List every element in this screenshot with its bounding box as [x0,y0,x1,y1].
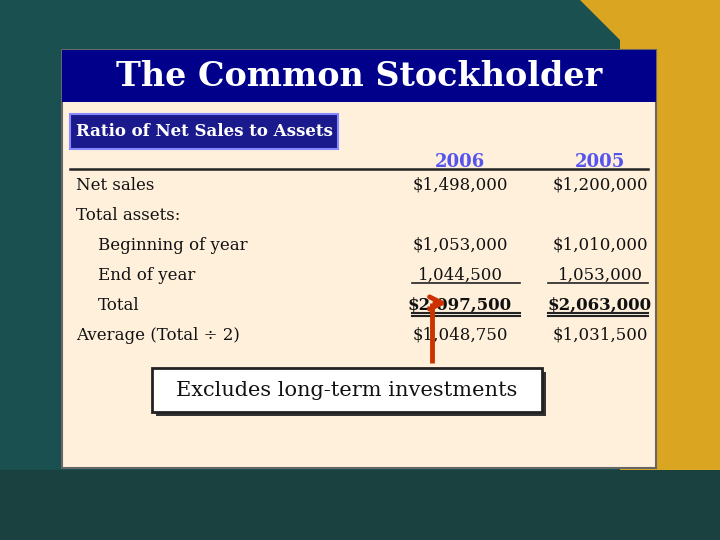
Text: $2,097,500: $2,097,500 [408,297,512,314]
Text: Excludes long-term investments: Excludes long-term investments [176,381,518,400]
FancyBboxPatch shape [152,368,542,412]
Text: $1,498,000: $1,498,000 [413,177,508,194]
Text: Average (Total ÷ 2): Average (Total ÷ 2) [76,327,240,344]
FancyBboxPatch shape [0,470,720,540]
Text: Total: Total [98,297,140,314]
Text: 2006: 2006 [435,153,485,171]
FancyBboxPatch shape [70,114,338,149]
Text: Total assets:: Total assets: [76,207,181,224]
Text: 2005: 2005 [575,153,625,171]
FancyBboxPatch shape [62,50,656,102]
Text: 1,044,500: 1,044,500 [418,267,503,284]
Text: $2,063,000: $2,063,000 [548,297,652,314]
Text: $1,048,750: $1,048,750 [413,327,508,344]
Polygon shape [620,0,720,540]
FancyBboxPatch shape [62,50,656,468]
Text: 1,053,000: 1,053,000 [557,267,642,284]
Polygon shape [580,0,720,140]
Text: The Common Stockholder: The Common Stockholder [116,59,602,92]
Text: $1,010,000: $1,010,000 [552,237,648,254]
FancyBboxPatch shape [156,372,546,416]
Text: Ratio of Net Sales to Assets: Ratio of Net Sales to Assets [76,123,333,140]
Text: $1,053,000: $1,053,000 [413,237,508,254]
Text: $1,031,500: $1,031,500 [552,327,648,344]
Text: Beginning of year: Beginning of year [98,237,248,254]
Text: End of year: End of year [98,267,195,284]
Text: $1,200,000: $1,200,000 [552,177,648,194]
Text: Net sales: Net sales [76,177,154,194]
